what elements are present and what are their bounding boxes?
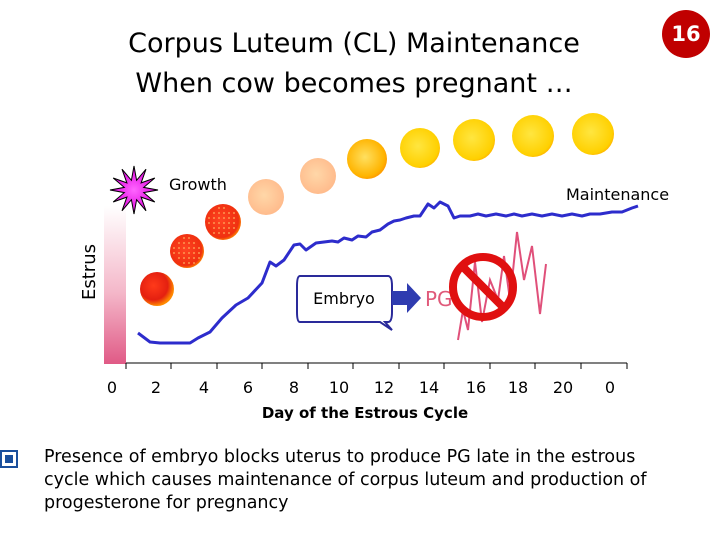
x-tick-label: 18 — [508, 378, 528, 397]
x-tick-label: 0 — [107, 378, 117, 397]
estrus-bar — [104, 206, 126, 364]
embryo-label: Embryo — [313, 289, 375, 308]
x-tick-label: 10 — [329, 378, 349, 397]
x-tick-label: 20 — [553, 378, 573, 397]
embryo-callout: Embryo — [296, 275, 393, 331]
x-tick-label: 12 — [374, 378, 394, 397]
pg-label: PG — [425, 287, 453, 311]
x-tick-label: 14 — [419, 378, 439, 397]
no-sign-icon — [449, 253, 517, 321]
x-tick-label: 8 — [289, 378, 299, 397]
progesterone-line — [137, 200, 639, 345]
estrus-label: Estrus — [79, 244, 100, 300]
x-tick-label: 2 — [151, 378, 161, 397]
page-number-badge: 16 — [662, 10, 710, 58]
corpus-luteum-icon — [140, 113, 614, 306]
cl-maintenance-diagram: Estrus 0 2 4 6 8 10 12 14 16 18 20 0 Day of the Est… — [79, 113, 669, 422]
x-axis-title: Day of the Estrous Cycle — [262, 404, 468, 422]
slide-title: Corpus Luteum (CL) Maintenance — [128, 28, 580, 59]
slide-subtitle: When cow becomes pregnant … — [135, 68, 573, 99]
x-tick-label: 6 — [243, 378, 253, 397]
x-tick-label: 0 — [605, 378, 615, 397]
maintenance-label: Maintenance — [566, 185, 669, 204]
growth-label: Growth — [169, 175, 227, 194]
bullet-square-icon — [0, 450, 18, 468]
bullet-point: Presence of embryo blocks uterus to prod… — [0, 446, 684, 515]
follicle-burst-icon — [109, 165, 159, 215]
x-axis-tick-labels: 0 2 4 6 8 10 12 14 16 18 20 0 — [107, 378, 615, 397]
x-axis-ticks — [125, 363, 628, 369]
x-tick-label: 4 — [199, 378, 209, 397]
arrow-right-icon — [392, 283, 421, 313]
pg-pulse-line — [457, 231, 547, 341]
bullet-text: Presence of embryo blocks uterus to prod… — [44, 447, 647, 513]
x-tick-label: 16 — [466, 378, 486, 397]
